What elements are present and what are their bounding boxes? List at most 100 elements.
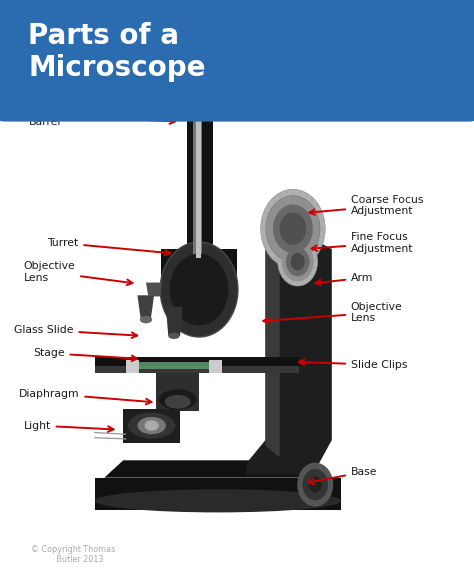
Ellipse shape (314, 204, 318, 208)
Text: Glass Slide: Glass Slide (14, 325, 137, 338)
Polygon shape (104, 460, 332, 478)
Ellipse shape (264, 211, 268, 215)
Bar (126, 360, 139, 373)
Ellipse shape (185, 64, 215, 79)
Bar (189, 78, 212, 86)
Ellipse shape (279, 259, 282, 264)
Ellipse shape (159, 389, 197, 410)
Circle shape (266, 196, 320, 262)
Ellipse shape (282, 273, 285, 276)
Ellipse shape (314, 250, 318, 254)
Ellipse shape (307, 277, 310, 281)
Ellipse shape (278, 261, 282, 263)
Ellipse shape (190, 67, 210, 77)
Ellipse shape (286, 277, 289, 281)
Ellipse shape (264, 243, 268, 246)
Text: Light: Light (24, 420, 114, 432)
Ellipse shape (268, 204, 272, 208)
Circle shape (282, 242, 314, 281)
Ellipse shape (307, 242, 310, 246)
Ellipse shape (268, 250, 272, 254)
Text: Objective
Lens: Objective Lens (263, 302, 402, 324)
Polygon shape (95, 478, 341, 510)
Ellipse shape (262, 219, 266, 222)
Text: Base: Base (308, 467, 377, 484)
Circle shape (302, 469, 328, 500)
Ellipse shape (291, 280, 293, 285)
Ellipse shape (318, 211, 322, 215)
Ellipse shape (310, 247, 314, 251)
Bar (187, 75, 213, 258)
Ellipse shape (145, 420, 159, 431)
Ellipse shape (318, 243, 322, 246)
Circle shape (291, 253, 305, 270)
Bar (123, 409, 180, 443)
Text: Objective
Lens: Objective Lens (24, 261, 133, 285)
Text: Stage: Stage (33, 348, 137, 361)
Ellipse shape (297, 237, 299, 242)
Ellipse shape (291, 239, 293, 243)
Ellipse shape (302, 239, 304, 243)
Ellipse shape (188, 81, 213, 90)
Ellipse shape (282, 247, 285, 251)
Bar (95, 357, 299, 373)
Bar (156, 372, 199, 411)
Ellipse shape (165, 395, 191, 409)
Bar (52, 45, 58, 83)
Ellipse shape (262, 235, 266, 239)
Ellipse shape (279, 267, 283, 270)
Polygon shape (265, 243, 280, 457)
Ellipse shape (310, 198, 313, 203)
Text: © Copyright Thomas
     Butler 2013: © Copyright Thomas Butler 2013 (31, 545, 116, 565)
Ellipse shape (279, 254, 283, 256)
Polygon shape (166, 307, 182, 336)
Text: Fine Focus
Adjustment: Fine Focus Adjustment (311, 232, 413, 254)
Bar (209, 360, 222, 373)
Polygon shape (246, 232, 332, 475)
Ellipse shape (302, 280, 304, 285)
Text: Diaphragm: Diaphragm (19, 389, 152, 404)
Polygon shape (146, 283, 162, 296)
Ellipse shape (137, 417, 166, 434)
Ellipse shape (304, 259, 307, 264)
Polygon shape (42, 29, 58, 48)
Text: Arm: Arm (315, 273, 373, 285)
Ellipse shape (320, 227, 325, 230)
Ellipse shape (310, 273, 314, 276)
Polygon shape (161, 249, 237, 295)
Text: Slide Clips: Slide Clips (299, 360, 407, 370)
Bar (29, 65, 54, 69)
Ellipse shape (292, 189, 294, 195)
Polygon shape (137, 295, 154, 320)
Bar (40, 24, 59, 30)
Ellipse shape (285, 262, 288, 267)
Ellipse shape (313, 267, 317, 270)
Bar (95, 366, 299, 373)
Ellipse shape (298, 262, 301, 267)
Ellipse shape (304, 193, 307, 199)
Ellipse shape (273, 198, 276, 203)
Ellipse shape (128, 412, 175, 439)
Ellipse shape (95, 489, 341, 512)
Bar (28, 81, 71, 86)
Text: Tube or
Barrel: Tube or Barrel (28, 105, 175, 127)
Bar (186, 56, 217, 80)
Circle shape (309, 477, 322, 493)
Text: Parts of a
Microscope: Parts of a Microscope (28, 23, 206, 82)
Ellipse shape (286, 242, 289, 246)
Circle shape (278, 237, 318, 286)
Ellipse shape (298, 190, 301, 196)
Circle shape (261, 189, 325, 268)
Ellipse shape (168, 332, 180, 339)
Bar (196, 75, 201, 258)
Text: Eyepiece Lens: Eyepiece Lens (258, 53, 443, 63)
Polygon shape (45, 76, 51, 82)
Ellipse shape (292, 262, 294, 268)
Ellipse shape (161, 274, 237, 312)
Ellipse shape (140, 316, 152, 323)
Ellipse shape (279, 193, 282, 199)
Text: Turret: Turret (47, 238, 171, 255)
Bar (187, 56, 216, 72)
Bar (193, 75, 202, 258)
Circle shape (297, 463, 333, 507)
